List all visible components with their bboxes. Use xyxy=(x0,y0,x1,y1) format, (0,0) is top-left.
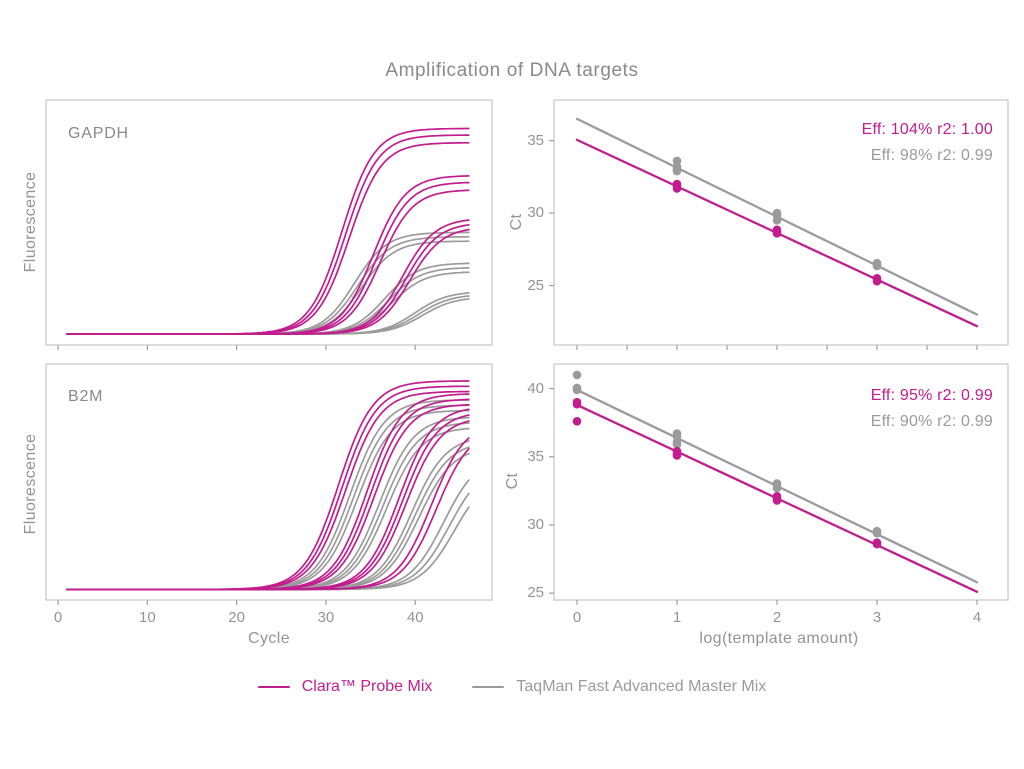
x-tick-label: 40 xyxy=(406,609,424,626)
b2m_amplification-curve-clara xyxy=(66,393,470,591)
gapdh_standard_curve-point-taqman xyxy=(872,261,882,271)
x-tick-label: 30 xyxy=(317,609,335,626)
x-tick-label: 2 xyxy=(772,609,782,626)
y-axis-label-ct-bottom: Ct xyxy=(504,472,521,490)
b2m_standard_curve-point-taqman xyxy=(672,440,682,449)
x-axis-label-log-template: log(template amount) xyxy=(699,630,859,647)
gapdh_standard_curve-point-taqman xyxy=(772,216,782,225)
y-tick-label: 25 xyxy=(527,584,544,602)
y-tick-label: 35 xyxy=(527,131,544,149)
b2m_standard_curve-panel-border xyxy=(553,363,1009,601)
b2m_amplification-curve-taqman xyxy=(66,399,470,591)
y-tick-label: 35 xyxy=(527,447,544,465)
y-tick-label: 25 xyxy=(527,276,544,294)
stat-line-taqman-b2m: Eff: 90% r2: 0.99 xyxy=(870,413,993,430)
gapdh_standard_curve-point-clara xyxy=(772,229,782,238)
b2m_standard_curve-point-clara xyxy=(572,399,582,409)
b2m_standard_curve-point-clara xyxy=(572,416,582,426)
gapdh_amplification-curve-clara xyxy=(66,181,470,335)
x-tick-label: 20 xyxy=(228,609,245,626)
b2m_standard_curve-point-taqman xyxy=(872,528,882,538)
b2m_standard_curve-point-clara xyxy=(672,451,682,460)
gapdh_standard_curve-point-clara xyxy=(872,276,882,286)
gapdh_standard_curve-point-clara xyxy=(672,184,682,193)
b2m_standard_curve-point-clara xyxy=(872,539,882,549)
y-tick-label: 30 xyxy=(527,204,544,222)
y-axis-label-fluorescence-top: Fluorescence xyxy=(22,171,39,273)
legend-swatch-taqman xyxy=(472,685,505,689)
gapdh_amplification-curve-clara xyxy=(66,175,470,335)
x-tick-label: 0 xyxy=(53,609,63,626)
b2m_standard_curve-point-taqman xyxy=(772,483,782,493)
y-axis-label-ct-top: Ct xyxy=(508,213,525,231)
facet-label-gapdh: GAPDH xyxy=(68,125,129,142)
x-tick-label: 0 xyxy=(572,609,582,626)
gapdh_standard_curve-point-taqman xyxy=(672,166,682,176)
gapdh_amplification-panel-border xyxy=(45,99,493,346)
gapdh_standard_curve-panel-border xyxy=(553,99,1009,346)
gapdh_amplification-curve-clara xyxy=(66,189,470,335)
gapdh_amplification-curve-taqman xyxy=(66,295,470,335)
b2m_amplification-panel-border xyxy=(45,363,493,601)
legend: Clara™ Probe Mix TaqMan Fast Advanced Ma… xyxy=(0,678,1024,696)
b2m_standard_curve-point-taqman xyxy=(572,370,582,380)
y-tick-label: 30 xyxy=(527,516,544,534)
x-tick-label: 3 xyxy=(872,609,882,626)
x-tick-label: 10 xyxy=(138,609,156,626)
b2m_amplification-curve-clara xyxy=(66,398,470,591)
x-axis-label-cycle: Cycle xyxy=(247,630,291,647)
gapdh_amplification-curve-taqman xyxy=(66,266,470,335)
stat-line-taqman-gapdh: Eff: 98% r2: 0.99 xyxy=(870,147,993,164)
x-tick-label: 4 xyxy=(972,609,982,626)
stats-b2m: Eff: 95% r2: 0.99 Eff: 90% r2: 0.99 xyxy=(871,383,993,435)
legend-swatch-clara xyxy=(257,685,290,689)
stat-line-clara-gapdh: Eff: 104% r2: 1.00 xyxy=(861,121,993,138)
stat-line-clara-b2m: Eff: 95% r2: 0.99 xyxy=(870,387,993,404)
facet-label-b2m: B2M xyxy=(68,388,104,405)
gapdh_amplification-curve-clara xyxy=(66,127,470,335)
b2m_standard_curve-point-taqman xyxy=(572,385,582,395)
legend-label-taqman: TaqMan Fast Advanced Master Mix xyxy=(516,678,767,695)
b2m_amplification-curve-taqman xyxy=(66,422,470,591)
legend-label-clara: Clara™ Probe Mix xyxy=(301,678,433,695)
gapdh_amplification-curve-taqman xyxy=(66,292,470,335)
gapdh_amplification-curve-clara xyxy=(66,134,470,335)
y-tick-label: 40 xyxy=(527,379,544,397)
b2m_amplification-curve-clara xyxy=(66,390,470,591)
x-tick-label: 1 xyxy=(672,609,682,626)
chart-title: Amplification of DNA targets xyxy=(385,60,639,81)
gapdh_amplification-curve-clara xyxy=(66,141,470,335)
y-axis-label-fluorescence-bottom: Fluorescence xyxy=(22,433,39,535)
b2m_amplification-curve-clara xyxy=(66,437,470,591)
b2m_amplification-curve-clara xyxy=(66,447,470,591)
b2m_standard_curve-point-clara xyxy=(772,496,782,505)
gapdh_amplification-curve-clara xyxy=(66,228,470,335)
stats-gapdh: Eff: 104% r2: 1.00 Eff: 98% r2: 0.99 xyxy=(862,117,993,169)
